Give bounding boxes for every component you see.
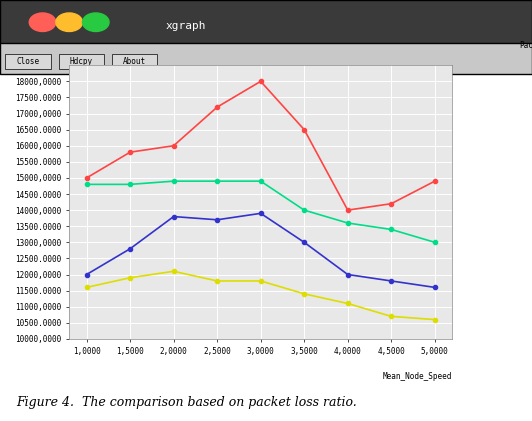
Circle shape (29, 13, 56, 32)
Text: Figure 4.  The comparison based on packet loss ratio.: Figure 4. The comparison based on packet… (16, 396, 357, 409)
Text: xgraph: xgraph (166, 21, 206, 31)
FancyBboxPatch shape (0, 0, 532, 45)
FancyBboxPatch shape (112, 54, 157, 69)
Circle shape (56, 13, 82, 32)
Text: Hdcpy: Hdcpy (69, 57, 93, 66)
Text: Packet_Loss_ratio: Packet_Loss_ratio (80, 73, 152, 79)
Text: About: About (122, 57, 146, 66)
FancyBboxPatch shape (5, 54, 51, 69)
Text: Packet_loss_ratio: Packet_loss_ratio (519, 40, 532, 49)
Text: Close: Close (16, 57, 39, 66)
FancyBboxPatch shape (59, 54, 104, 69)
Text: Mean_Node_Speed: Mean_Node_Speed (383, 372, 452, 381)
Circle shape (82, 13, 109, 32)
FancyBboxPatch shape (0, 43, 532, 74)
